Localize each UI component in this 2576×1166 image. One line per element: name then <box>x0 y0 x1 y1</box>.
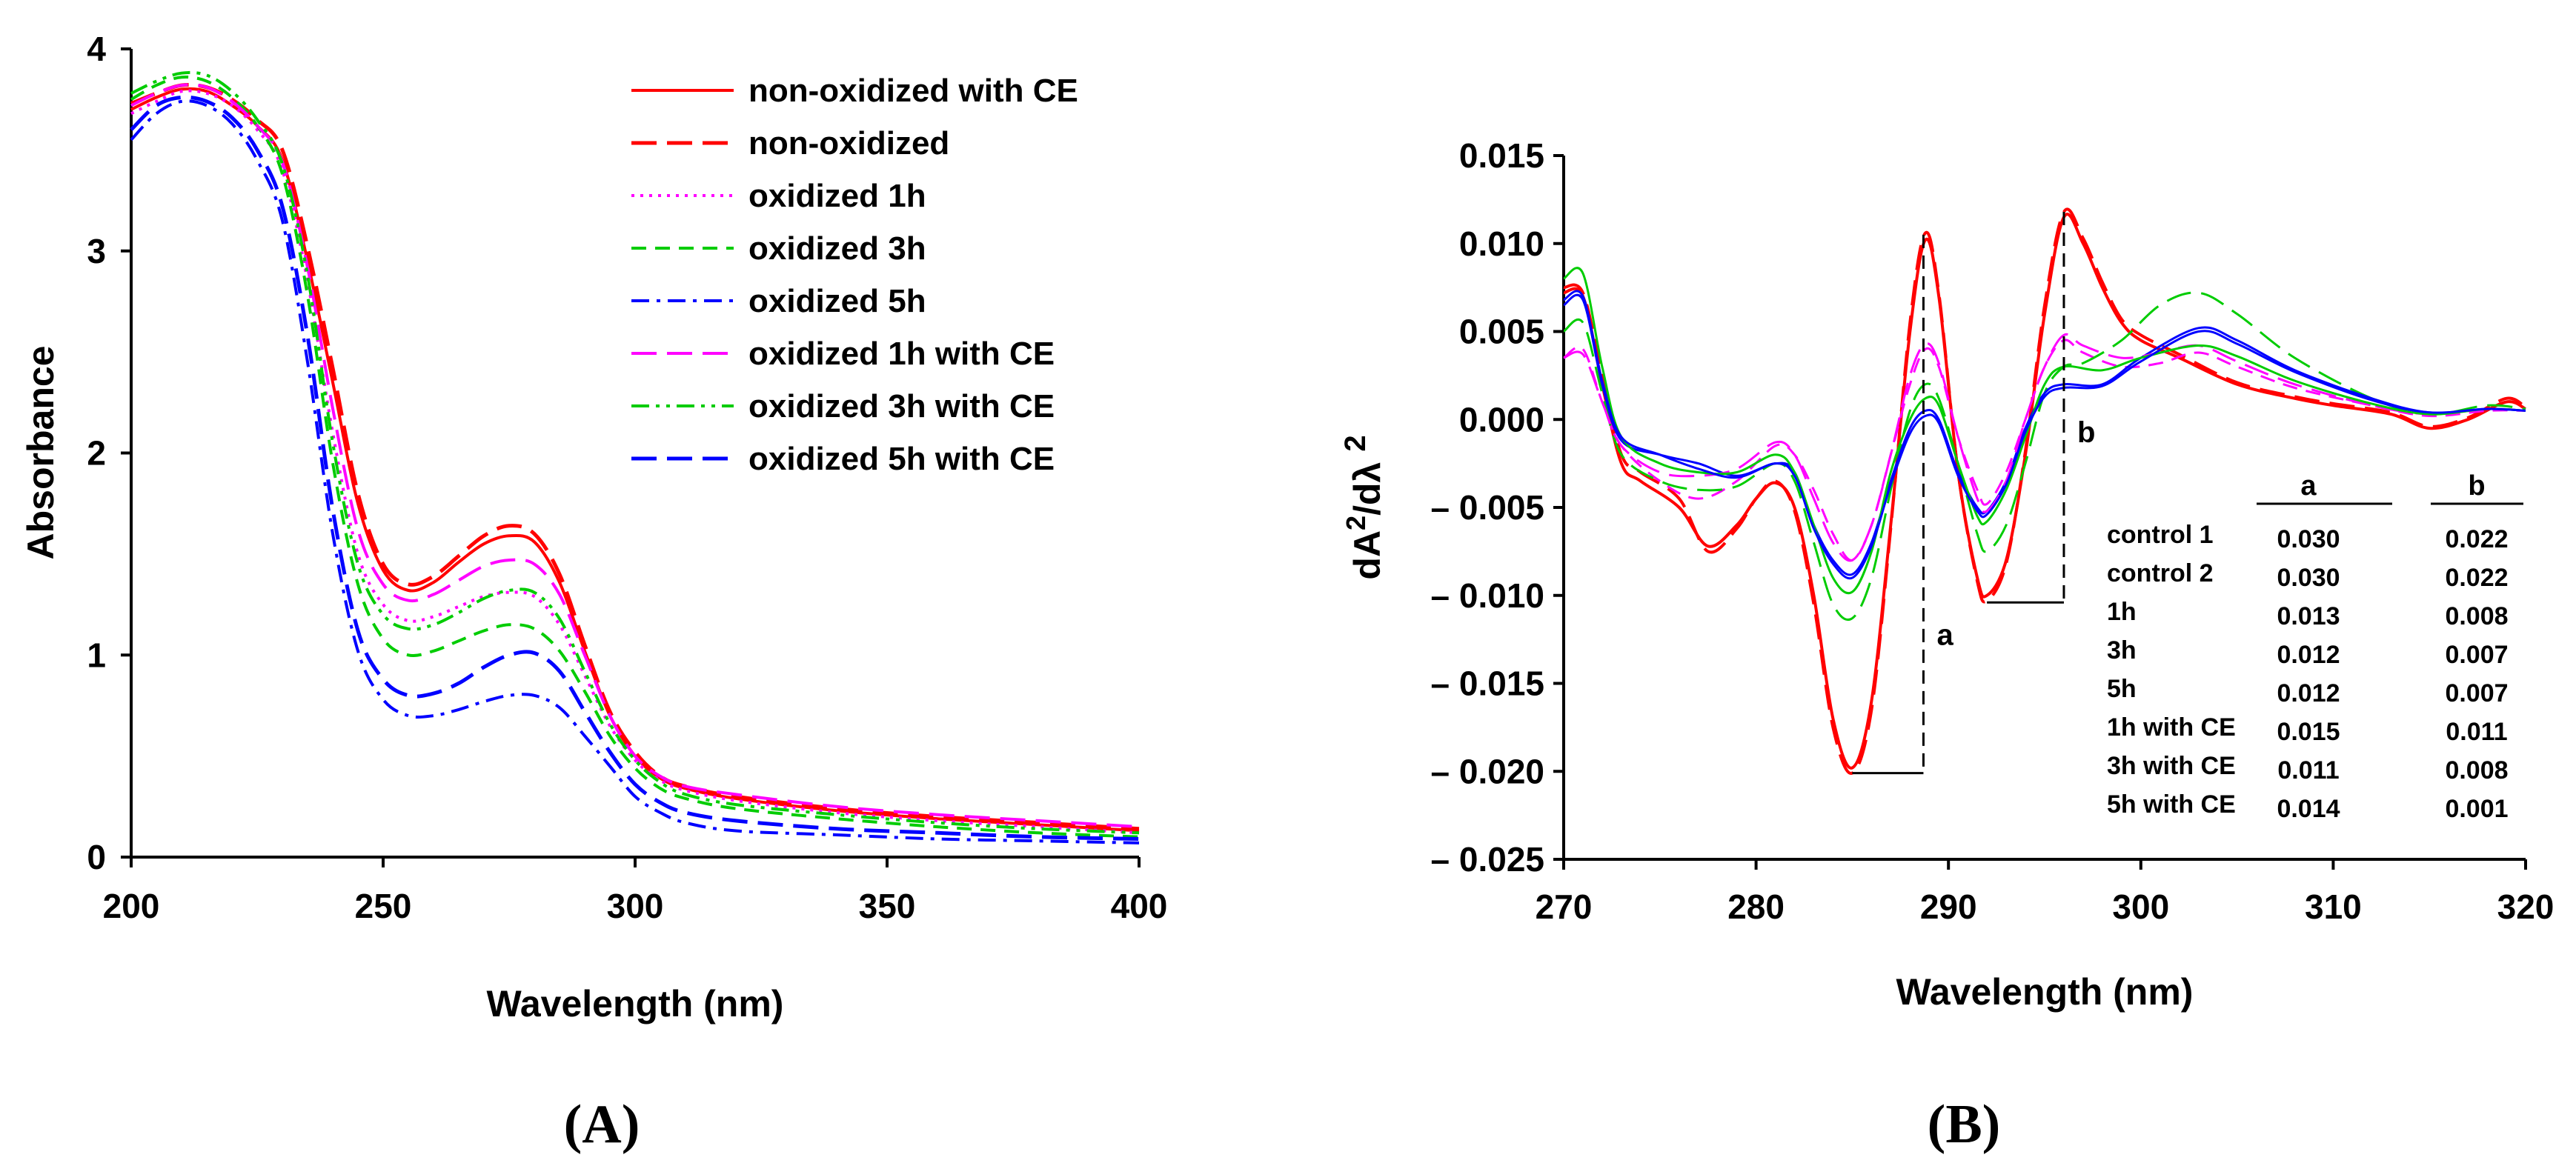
panel-a-y-tick-label: 1 <box>87 636 106 674</box>
table-row-label: 1h <box>2107 598 2137 626</box>
panel-a-x-tick-label: 250 <box>355 887 412 925</box>
panel-a-chart: 200 250 300 350 400 0 1 2 3 4 non-oxidized with … <box>20 30 1167 1155</box>
panel-b-y-tick-label: 0.005 <box>1459 313 1544 351</box>
table-row-label: 5h <box>2107 675 2137 703</box>
legend-label-oxidized-5h-with-ce: oxidized 5h with CE <box>748 441 1055 477</box>
panel-a-y-tick-label: 3 <box>87 232 106 270</box>
panel-b-y-tick-label: – 0.010 <box>1431 576 1544 615</box>
panel-a-x-axis-label: Wavelength (nm) <box>487 983 784 1025</box>
table-cell-b: 0.022 <box>2445 564 2508 592</box>
panel-b-y-tick-label: 0.000 <box>1459 400 1544 439</box>
panel-b-x-tick-label: 290 <box>1920 887 1977 926</box>
annotation-b-label: b <box>2077 416 2095 449</box>
y-label-sup1: 2 <box>1341 516 1371 530</box>
table-cell-b: 0.007 <box>2445 679 2508 707</box>
y-label-sup2: 2 <box>1339 435 1372 451</box>
panel-a-x-ticks: 200 250 300 350 400 <box>103 857 1168 925</box>
panel-b-x-tick-label: 320 <box>2497 887 2555 926</box>
panel-a-y-axis-label: Absorbance <box>20 346 62 560</box>
panel-b-y-axis-label: dA2/dλ2 <box>1339 435 1388 579</box>
panel-b-x-axis-label: Wavelength (nm) <box>1896 971 2194 1013</box>
panel-a-series-oxidized-5h <box>130 99 1140 844</box>
table-cell-a: 0.030 <box>2277 525 2340 553</box>
panel-a-x-tick-label: 400 <box>1111 887 1168 925</box>
svg-text:dA2/dλ2: dA2/dλ2 <box>1339 435 1388 579</box>
table-header-a: a <box>2300 470 2317 502</box>
panel-a-legend: non-oxidized with CE non-oxidized oxidized… <box>631 73 1078 477</box>
panel-b-x-tick-label: 280 <box>1727 887 1785 926</box>
legend-label-oxidized-1h: oxidized 1h <box>748 178 926 214</box>
panel-a-series-oxidized-3h-with-ce <box>130 70 1140 835</box>
panel-b-series-5h-with-ce <box>1563 290 2526 580</box>
panel-b-peak-table: a b control 1 0.030 0.022 control 2 0.030 0.022… <box>2107 470 2523 823</box>
table-cell-a: 0.015 <box>2277 718 2340 746</box>
panel-a-x-tick-label: 350 <box>859 887 916 925</box>
table-cell-a: 0.012 <box>2277 679 2340 707</box>
table-cell-b: 0.001 <box>2445 795 2508 823</box>
panel-a-x-tick-label: 200 <box>103 887 160 925</box>
y-label-mid: /dλ <box>1347 462 1388 515</box>
legend-label-oxidized-3h-with-ce: oxidized 3h with CE <box>748 388 1055 424</box>
table-cell-a: 0.011 <box>2277 756 2339 784</box>
panel-a-y-tick-label: 2 <box>87 434 106 473</box>
table-cell-a: 0.013 <box>2277 602 2340 630</box>
table-row-label: control 1 <box>2107 521 2214 549</box>
panel-b-chart: 270 280 290 300 310 320 0.015 0.010 0.005 0.000 –… <box>1339 136 2554 1155</box>
panel-a-series-group <box>130 70 1140 844</box>
table-row-label: 3h <box>2107 636 2137 664</box>
panel-b-y-tick-label: – 0.020 <box>1431 752 1544 790</box>
panel-b-annotations: ab <box>1852 212 2095 775</box>
panel-b-x-tick-label: 270 <box>1536 887 1593 926</box>
panel-b-series-group <box>1563 207 2527 775</box>
panel-b-series-control-2 <box>1563 207 2527 775</box>
table-cell-a: 0.030 <box>2277 564 2340 592</box>
panel-b-y-tick-label: 0.010 <box>1459 224 1544 263</box>
table-cell-b: 0.008 <box>2445 602 2508 630</box>
panel-b-label: (B) <box>1928 1094 2001 1155</box>
table-cell-a: 0.012 <box>2277 641 2340 669</box>
panel-b-series-oxidized-3h <box>1563 291 2526 622</box>
table-cell-b: 0.008 <box>2445 756 2508 784</box>
panel-b-series-oxidized-5h <box>1563 293 2526 576</box>
panel-a-y-tick-label: 4 <box>87 30 106 68</box>
table-cell-b: 0.007 <box>2445 641 2508 669</box>
table-header-b: b <box>2468 470 2485 502</box>
table-row-label: 3h with CE <box>2107 752 2236 780</box>
panel-b-series-1h-with-ce <box>1563 333 2526 562</box>
table-cell-b: 0.022 <box>2445 525 2508 553</box>
legend-label-non-oxidized-with-ce: non-oxidized with CE <box>748 73 1078 109</box>
table-row-label: control 2 <box>2107 559 2214 587</box>
panel-a-y-ticks: 0 1 2 3 4 <box>87 30 131 876</box>
panel-a-series-oxidized-1h-with-ce <box>130 83 1140 829</box>
y-label-main: dA <box>1347 530 1388 580</box>
panel-b-x-tick-label: 300 <box>2112 887 2169 926</box>
table-cell-b: 0.011 <box>2446 718 2507 746</box>
legend-label-oxidized-3h: oxidized 3h <box>748 230 926 267</box>
panel-a-x-tick-label: 300 <box>607 887 664 925</box>
panel-b-x-ticks: 270 280 290 300 310 320 <box>1536 859 2555 926</box>
panel-a-y-tick-label: 0 <box>87 838 106 876</box>
panel-a-label: (A) <box>564 1094 640 1155</box>
panel-b-y-tick-label: 0.015 <box>1459 136 1544 175</box>
legend-label-non-oxidized: non-oxidized <box>748 125 949 161</box>
table-row-label: 5h with CE <box>2107 790 2236 819</box>
panel-a-series-oxidized-5h-with-ce <box>130 95 1140 841</box>
panel-b-series-oxidized-1h <box>1563 339 2526 562</box>
panel-b-y-tick-label: – 0.015 <box>1431 664 1544 703</box>
panel-b-x-tick-label: 310 <box>2305 887 2362 926</box>
legend-label-oxidized-5h: oxidized 5h <box>748 283 926 319</box>
table-cell-a: 0.014 <box>2277 795 2340 823</box>
annotation-a-label: a <box>1936 619 1953 651</box>
panel-b-series-3h-with-ce <box>1563 267 2526 595</box>
table-row-label: 1h with CE <box>2107 713 2236 742</box>
panel-b-y-tick-label: – 0.005 <box>1431 488 1544 527</box>
panel-b-y-ticks: 0.015 0.010 0.005 0.000 – 0.005 – 0.010 – 0.01… <box>1431 136 1564 879</box>
panel-b-y-tick-label: – 0.025 <box>1431 840 1544 879</box>
legend-label-oxidized-1h-with-ce: oxidized 1h with CE <box>748 336 1055 372</box>
